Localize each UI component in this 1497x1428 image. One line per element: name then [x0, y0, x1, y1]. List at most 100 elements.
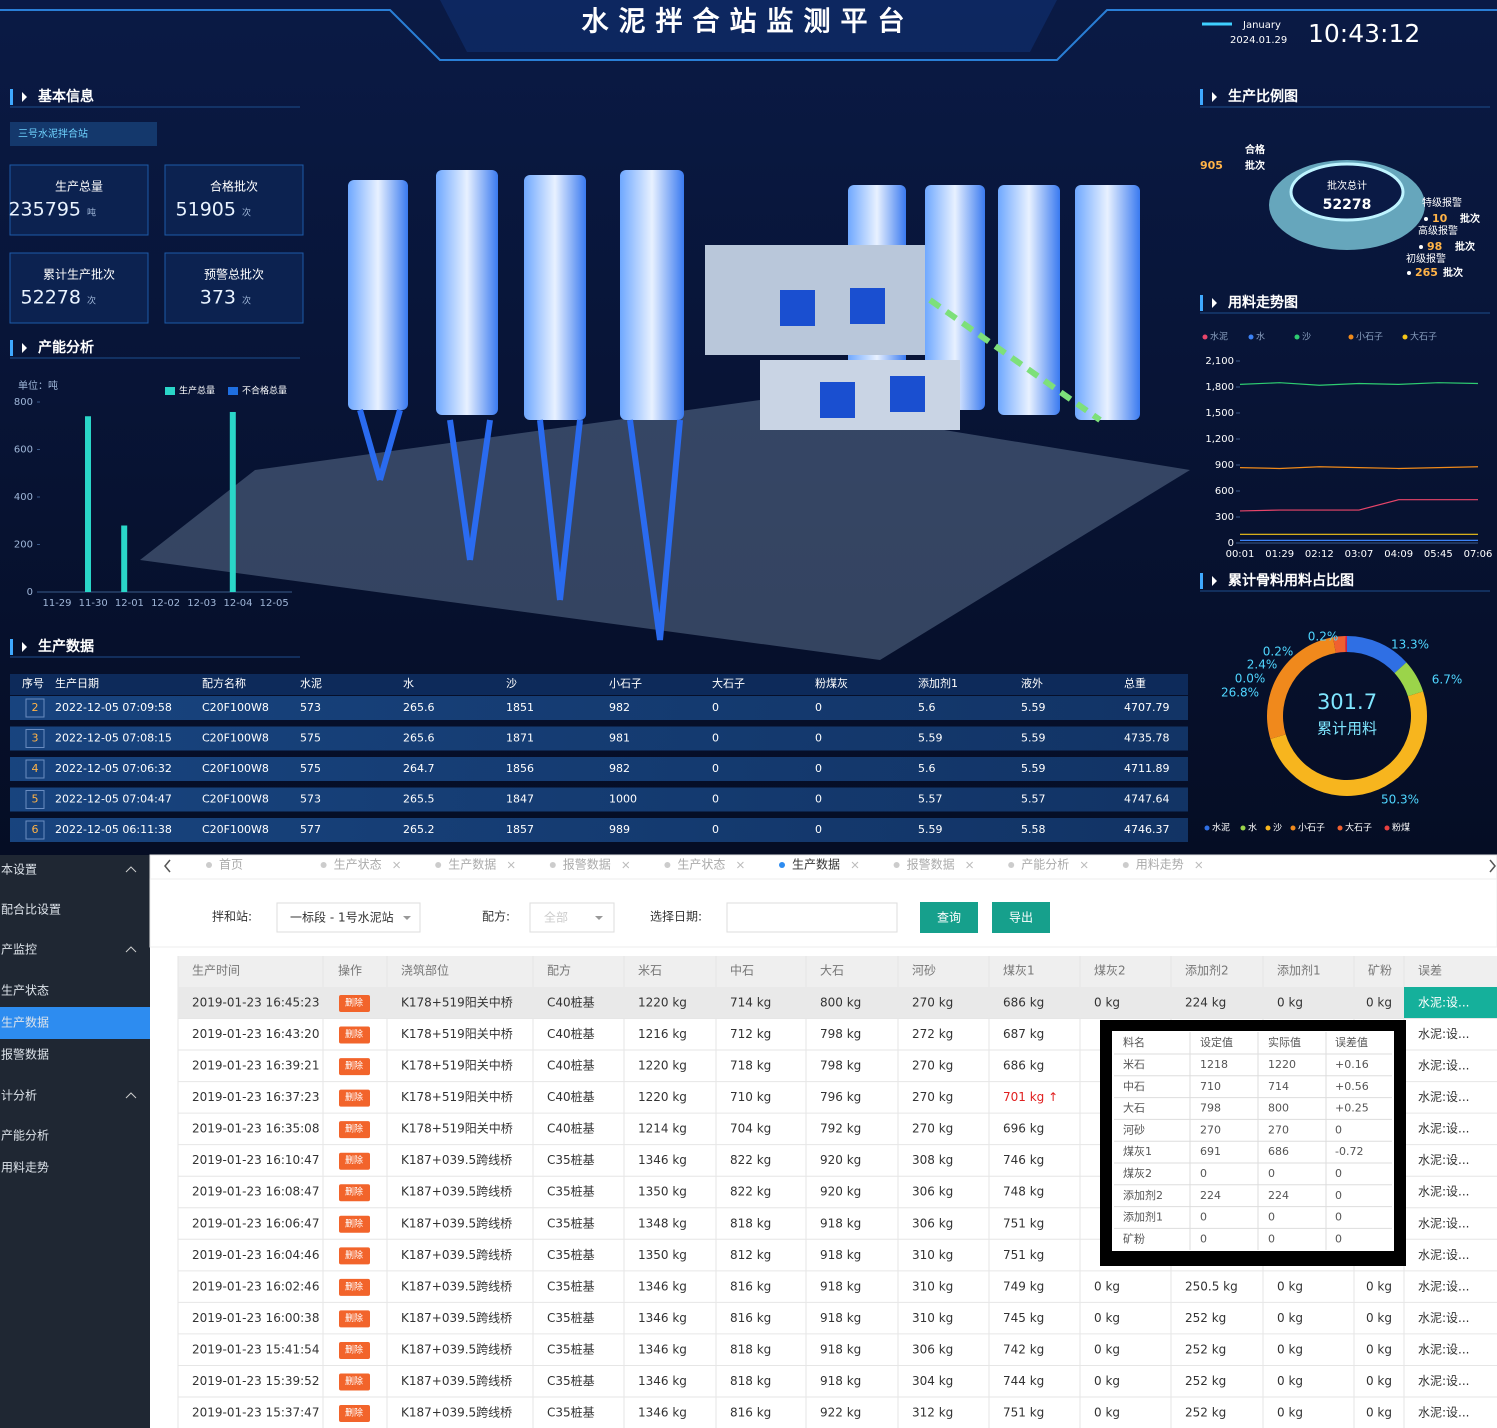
sidebar-item[interactable]: 生产状态	[1, 984, 49, 998]
tab[interactable]: 报警数据	[563, 857, 611, 872]
table-cell: 704 kg	[730, 1122, 771, 1136]
table-cell: 796 kg	[820, 1090, 861, 1104]
table-cell: 310 kg	[912, 1248, 953, 1262]
legend-label: 小石子	[1356, 332, 1383, 343]
bar	[229, 411, 236, 592]
tab[interactable]: 产能分析	[1021, 858, 1069, 872]
table-cell: K187+039.5跨线桥	[401, 1216, 512, 1230]
button[interactable]	[920, 902, 978, 933]
tab[interactable]: 报警数据	[907, 857, 955, 872]
tab[interactable]: 生产数据	[448, 857, 496, 872]
popup-cell: 691	[1200, 1145, 1221, 1158]
section-title: 生产比例图	[1228, 88, 1298, 105]
popup-cell: 河砂	[1123, 1123, 1145, 1136]
table-header-cell: 序号	[22, 676, 44, 690]
delete-button[interactable]	[339, 995, 370, 1012]
popup-cell: 大石	[1123, 1101, 1145, 1115]
table-cell: 2022-12-05 07:04:47	[55, 793, 172, 806]
table-cell: C40桩基	[547, 995, 595, 1010]
delete-button[interactable]	[339, 1247, 370, 1265]
sidebar-item[interactable]: 产能分析	[1, 1129, 49, 1143]
stat-card	[164, 164, 304, 236]
tab[interactable]: 生产数据	[792, 857, 840, 872]
table-cell: 918 kg	[820, 1311, 861, 1325]
table-cell: 575	[300, 732, 321, 745]
legend-swatch	[228, 387, 238, 395]
table-cell: 0	[712, 732, 719, 745]
delete-button[interactable]	[339, 1184, 370, 1202]
delete-button[interactable]	[339, 1278, 370, 1296]
pie-slice	[1332, 636, 1346, 653]
delete-button[interactable]	[339, 1026, 370, 1044]
ratio-value: 905	[1200, 159, 1223, 172]
table-cell: 4747.64	[1124, 793, 1170, 806]
table-cell: C20F100W8	[202, 762, 269, 775]
table-cell: 2019-01-23 16:02:46	[192, 1279, 319, 1293]
table-cell: C40桩基	[547, 1026, 595, 1041]
popup-cell: 0	[1200, 1211, 1207, 1224]
y-tick-label: 1,500	[1205, 408, 1234, 419]
table-header-cell: 水	[403, 677, 414, 690]
delete-button[interactable]	[339, 1215, 370, 1233]
sidebar-item[interactable]: 用料走势	[1, 1161, 49, 1175]
date-input[interactable]	[726, 902, 898, 933]
popup-cell: 添加剂1	[1123, 1210, 1163, 1224]
table-cell: 0 kg	[1277, 1279, 1303, 1293]
delete-button[interactable]	[339, 1405, 370, 1423]
delete-button[interactable]	[339, 1121, 370, 1139]
table-header-cell: 中石	[730, 963, 754, 978]
table-header-cell: 液外	[1021, 676, 1043, 690]
tab-close	[737, 861, 744, 869]
select-box[interactable]	[276, 902, 421, 933]
ratio-total: 52278	[1323, 197, 1372, 213]
sidebar-item[interactable]: 报警数据	[1, 1047, 49, 1062]
tab[interactable]: 用料走势	[1136, 858, 1184, 872]
table-cell: 0	[815, 793, 822, 806]
ground	[140, 400, 1190, 660]
tab-dot	[435, 862, 442, 868]
table-cell: 816 kg	[730, 1311, 771, 1325]
table-cell: 水泥:设...	[1418, 996, 1470, 1010]
header-plate	[440, 0, 1057, 52]
table-cell: 270 kg	[912, 1122, 953, 1136]
legend-label: 大石子	[1345, 822, 1372, 834]
sidebar-item[interactable]: 本设置	[1, 863, 37, 877]
popup-cell: 0	[1268, 1211, 1275, 1224]
table-header-cell: 操作	[338, 963, 362, 978]
serial-box	[25, 698, 45, 718]
sidebar-item[interactable]: 生产数据	[1, 1015, 49, 1030]
plant-illustration	[348, 170, 1140, 641]
table-cell: 2022-12-05 07:06:32	[55, 762, 172, 775]
table-cell: C40桩基	[547, 1058, 595, 1073]
delete-button[interactable]	[339, 1310, 370, 1328]
table-cell: 918 kg	[820, 1374, 861, 1388]
sidebar-item[interactable]: 计分析	[1, 1089, 37, 1103]
delete-button[interactable]	[339, 1341, 370, 1359]
table-cell: C35桩基	[547, 1247, 595, 1262]
tab[interactable]: 首页	[219, 858, 243, 872]
delete-label: 删除	[345, 1217, 363, 1229]
table-cell: 5.59	[1021, 762, 1046, 775]
legend-dot	[1204, 825, 1210, 831]
delete-button[interactable]	[339, 1058, 370, 1076]
sidebar-item[interactable]: 配合比设置	[1, 902, 61, 917]
table-header-cell: 煤灰1	[1003, 964, 1035, 978]
tab[interactable]: 生产状态	[677, 858, 725, 872]
table-cell: 265.2	[403, 823, 435, 836]
table-cell: 696 kg	[1003, 1122, 1044, 1136]
delete-button[interactable]	[339, 1089, 370, 1107]
table-cell: 水泥:设...	[1418, 1153, 1470, 1167]
tab[interactable]: 生产状态	[334, 858, 382, 872]
legend-label: 粉煤	[1392, 822, 1410, 834]
pie-slice	[1347, 636, 1407, 674]
filter-label: 选择日期:	[650, 910, 702, 924]
pie-value-label: 13.3%	[1391, 638, 1429, 652]
pie-slice	[1267, 637, 1336, 739]
table-cell: 2019-01-23 16:10:47	[192, 1153, 319, 1167]
sidebar-item[interactable]: 产监控	[1, 943, 37, 957]
delete-button[interactable]	[339, 1152, 370, 1170]
delete-button[interactable]	[339, 1373, 370, 1391]
button[interactable]	[992, 902, 1050, 933]
y-tick-label: 900	[1215, 460, 1234, 471]
popup-cell: 270	[1200, 1123, 1221, 1136]
